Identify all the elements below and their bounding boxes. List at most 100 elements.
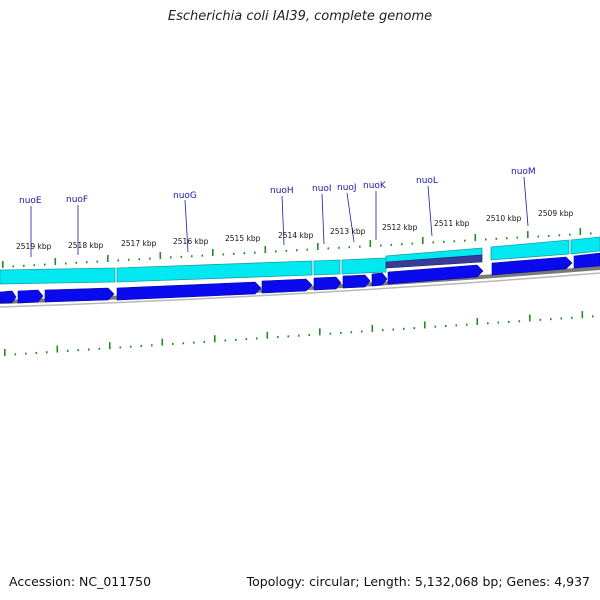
- minor-tick: [558, 234, 561, 237]
- minor-tick: [224, 339, 227, 342]
- gene-label-layer: nuoE nuoF nuoG nuoH nuoI nuoJ nuoK nuoL …: [19, 167, 536, 257]
- minor-tick: [411, 242, 414, 245]
- minor-tick: [592, 315, 594, 318]
- minor-tick: [296, 249, 298, 252]
- minor-tick: [77, 349, 80, 352]
- minor-tick: [96, 260, 99, 263]
- minor-tick: [254, 251, 256, 254]
- minor-tick: [86, 261, 88, 264]
- minor-tick: [306, 248, 309, 251]
- minor-tick: [298, 334, 300, 337]
- minor-tick: [361, 330, 363, 333]
- kbp-label: 2517 kbp: [121, 239, 157, 248]
- minor-tick: [590, 232, 592, 235]
- minor-tick: [550, 318, 552, 321]
- minor-tick: [560, 317, 563, 320]
- minor-tick: [455, 324, 458, 327]
- minor-tick: [338, 246, 340, 249]
- minor-tick: [44, 263, 46, 266]
- minor-tick: [75, 261, 78, 264]
- cds-track: [0, 252, 600, 304]
- minor-tick: [245, 338, 248, 341]
- major-tick: [264, 246, 267, 254]
- gene-label-nuoG: nuoG: [173, 191, 197, 201]
- minor-tick: [308, 334, 311, 337]
- minor-tick: [506, 237, 508, 240]
- kbp-label: 2519 kbp: [16, 242, 52, 251]
- minor-tick: [138, 258, 141, 261]
- major-tick: [56, 345, 59, 353]
- minor-tick: [33, 264, 36, 267]
- minor-tick: [445, 325, 447, 328]
- minor-tick: [434, 325, 437, 328]
- major-tick: [474, 234, 477, 242]
- major-tick: [579, 228, 582, 236]
- minor-tick: [443, 240, 445, 243]
- gene-label-nuoL: nuoL: [416, 176, 438, 186]
- kbp-label: 2512 kbp: [382, 223, 418, 232]
- major-tick: [214, 335, 216, 343]
- minor-tick: [130, 345, 132, 348]
- major-tick: [4, 349, 6, 356]
- major-tick: [161, 338, 164, 346]
- minor-tick: [119, 346, 122, 349]
- minor-tick: [277, 336, 279, 339]
- outer-tick-ring: [2, 228, 592, 268]
- minor-tick: [508, 320, 510, 323]
- minor-tick: [539, 318, 542, 321]
- major-tick: [266, 331, 269, 339]
- minor-tick: [23, 264, 25, 267]
- minor-tick: [382, 329, 384, 332]
- minor-tick: [401, 243, 403, 246]
- minor-tick: [256, 337, 258, 340]
- gene-label-nuoJ: nuoJ: [337, 183, 357, 193]
- minor-tick: [203, 340, 206, 343]
- minor-tick: [485, 238, 487, 241]
- major-tick: [527, 231, 529, 239]
- minor-tick: [201, 254, 204, 257]
- major-tick: [581, 311, 584, 319]
- gene-label-nuoE: nuoE: [19, 196, 42, 206]
- minor-tick: [487, 322, 489, 325]
- major-tick: [54, 258, 57, 266]
- minor-tick: [193, 341, 195, 344]
- major-tick: [109, 342, 111, 350]
- minor-tick: [151, 344, 153, 347]
- kbp-label: 2511 kbp: [434, 219, 470, 228]
- minor-tick: [235, 338, 237, 341]
- minor-tick: [275, 250, 277, 253]
- minor-tick: [380, 244, 382, 247]
- minor-tick: [518, 320, 521, 323]
- kbp-label: 2510 kbp: [486, 214, 522, 223]
- minor-tick: [182, 342, 185, 345]
- minor-tick: [340, 331, 342, 334]
- minor-tick: [359, 245, 361, 248]
- gene-label-nuoH: nuoH: [270, 186, 294, 196]
- kbp-label: 2515 kbp: [225, 234, 261, 243]
- major-tick: [2, 261, 4, 268]
- minor-tick: [329, 332, 332, 335]
- gene-label-nuoI: nuoI: [312, 184, 332, 194]
- minor-tick: [453, 240, 456, 243]
- kbp-label: 2516 kbp: [173, 237, 209, 246]
- minor-tick: [464, 239, 466, 242]
- minor-tick: [35, 351, 38, 354]
- major-tick: [212, 249, 214, 257]
- major-tick: [529, 314, 531, 322]
- minor-tick: [191, 255, 193, 258]
- kbp-label: 2518 kbp: [68, 241, 104, 250]
- minor-tick: [233, 252, 235, 255]
- minor-tick: [128, 258, 130, 261]
- minor-tick: [25, 352, 27, 355]
- inner-tick-ring: [4, 311, 594, 356]
- minor-tick: [571, 316, 573, 319]
- major-tick: [369, 240, 372, 248]
- kbp-label: 2514 kbp: [278, 231, 314, 240]
- accession-text: Accession: NC_011750: [9, 574, 152, 589]
- minor-tick: [170, 256, 172, 259]
- minor-tick: [12, 265, 15, 268]
- minor-tick: [516, 236, 519, 239]
- minor-tick: [495, 237, 498, 240]
- major-tick: [107, 255, 109, 263]
- minor-tick: [403, 327, 405, 330]
